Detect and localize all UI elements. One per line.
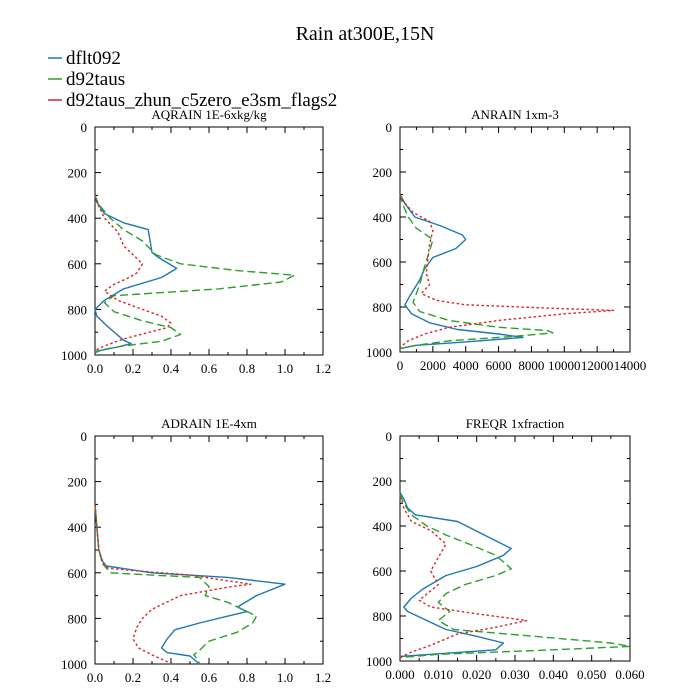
x-tick-label: 1.2: [315, 361, 331, 376]
x-tick-label: 2000: [420, 358, 446, 373]
x-tick-label: 0.050: [577, 667, 606, 682]
y-tick-label: 600: [68, 257, 88, 272]
y-tick-label: 0: [386, 120, 393, 135]
series-line-3: [399, 194, 615, 349]
y-tick-label: 800: [373, 300, 393, 315]
x-tick-label: 12000: [581, 358, 614, 373]
y-tick-label: 400: [68, 211, 88, 226]
y-tick-label: 400: [373, 519, 393, 534]
y-tick-label: 400: [68, 520, 88, 535]
y-tick-label: 200: [68, 475, 88, 490]
legend-entry-d92taus: d92taus: [48, 69, 125, 90]
legend-entry-dflt092: dflt092: [48, 48, 121, 69]
x-tick-label: 0.4: [163, 670, 180, 685]
x-tick-label: 0.6: [201, 361, 218, 376]
x-tick-label: 4000: [453, 358, 479, 373]
legend: dflt092 d92taus d92taus_zhun_c5zero_e3sm…: [48, 48, 337, 111]
x-tick-label: 0.2: [125, 361, 141, 376]
x-tick-label: 0.2: [125, 670, 141, 685]
y-tick-label: 600: [373, 564, 393, 579]
y-tick-label: 1000: [61, 348, 87, 363]
panel-3: ADRAIN 1E-4xm 0.0 0.2 0.4 0.6 0.8 1.0 1.2 0 200 40…: [61, 416, 331, 685]
y-tick-label: 200: [68, 166, 88, 181]
x-tick-label: 0.010: [424, 667, 453, 682]
y-tick-label: 800: [373, 609, 393, 624]
x-tick-label: 14000: [614, 358, 647, 373]
series-line-1: [94, 504, 286, 665]
x-tick-label: 0.8: [239, 670, 255, 685]
series-line-3: [94, 195, 172, 352]
legend-label-dflt092: dflt092: [66, 48, 121, 69]
panel-2: ANRAIN 1xm-30 2000 4000 6000 8000 10000 12000 1…: [366, 107, 646, 373]
chart-panels: AQRAIN 1E-6xkg/kg 0.0 0.2 0.4 0.6 0.8 1.0 1.2 0 2…: [61, 107, 646, 685]
series-line-2: [399, 194, 554, 350]
x-tick-label: 1.0: [277, 670, 293, 685]
panel-title: AQRAIN 1E-6xkg/kg: [151, 107, 267, 122]
series-line-1: [94, 195, 178, 354]
series-line-1: [399, 194, 524, 350]
y-tick-label: 600: [68, 566, 88, 581]
x-tick-label: 0.6: [201, 670, 218, 685]
y-tick-label: 0: [81, 120, 88, 135]
legend-label-d92taus-zhun: d92taus_zhun_c5zero_e3sm_flags2: [66, 90, 337, 111]
x-tick-label: 0.0: [87, 361, 103, 376]
figure-title: Rain at300E,15N: [296, 23, 435, 45]
plot-frame: [399, 435, 631, 662]
y-tick-label: 1000: [366, 654, 392, 669]
y-tick-label: 200: [373, 165, 393, 180]
y-tick-label: 1000: [366, 345, 392, 360]
panel-4: FREQR 1xfraction 0.000 0.010 0.020 0.030 0.04…: [366, 416, 645, 682]
y-tick-label: 600: [373, 255, 393, 270]
legend-entry-d92taus-zhun: d92taus_zhun_c5zero_e3sm_flags2: [48, 90, 337, 111]
series-line-2: [94, 504, 258, 665]
panel-title: ADRAIN 1E-4xm: [161, 416, 257, 431]
plot-frame: [94, 126, 324, 356]
y-tick-label: 1000: [61, 657, 87, 672]
plot-frame: [94, 435, 324, 665]
x-tick-label: 0.8: [239, 361, 255, 376]
x-tick-label: 0.060: [615, 667, 644, 682]
panel-title: FREQR 1xfraction: [466, 416, 565, 431]
series-line-2: [94, 195, 296, 353]
y-tick-label: 400: [373, 210, 393, 225]
x-tick-label: 10000: [548, 358, 581, 373]
y-tick-label: 0: [81, 429, 88, 444]
series-line-3: [94, 504, 252, 665]
x-tick-label: 1.0: [277, 361, 293, 376]
x-tick-label: 0.030: [500, 667, 529, 682]
x-tick-label: 0.040: [539, 667, 568, 682]
series-line-1: [399, 491, 512, 658]
x-tick-label: 0: [397, 358, 404, 373]
panel-title: ANRAIN 1xm-3: [471, 107, 559, 122]
series-line-2: [399, 494, 631, 659]
x-tick-label: 0.000: [385, 667, 414, 682]
panel-1: AQRAIN 1E-6xkg/kg 0.0 0.2 0.4 0.6 0.8 1.0 1.2 0 2…: [61, 107, 331, 376]
x-tick-label: 0.0: [87, 670, 103, 685]
x-tick-label: 6000: [486, 358, 512, 373]
x-tick-label: 8000: [518, 358, 544, 373]
y-tick-label: 800: [68, 611, 88, 626]
legend-label-d92taus: d92taus: [66, 69, 125, 90]
y-tick-label: 800: [68, 302, 88, 317]
series-line-3: [399, 496, 528, 659]
y-tick-label: 0: [386, 429, 393, 444]
x-tick-label: 0.020: [462, 667, 491, 682]
x-tick-label: 1.2: [315, 670, 331, 685]
x-tick-label: 0.4: [163, 361, 180, 376]
y-tick-label: 200: [373, 474, 393, 489]
